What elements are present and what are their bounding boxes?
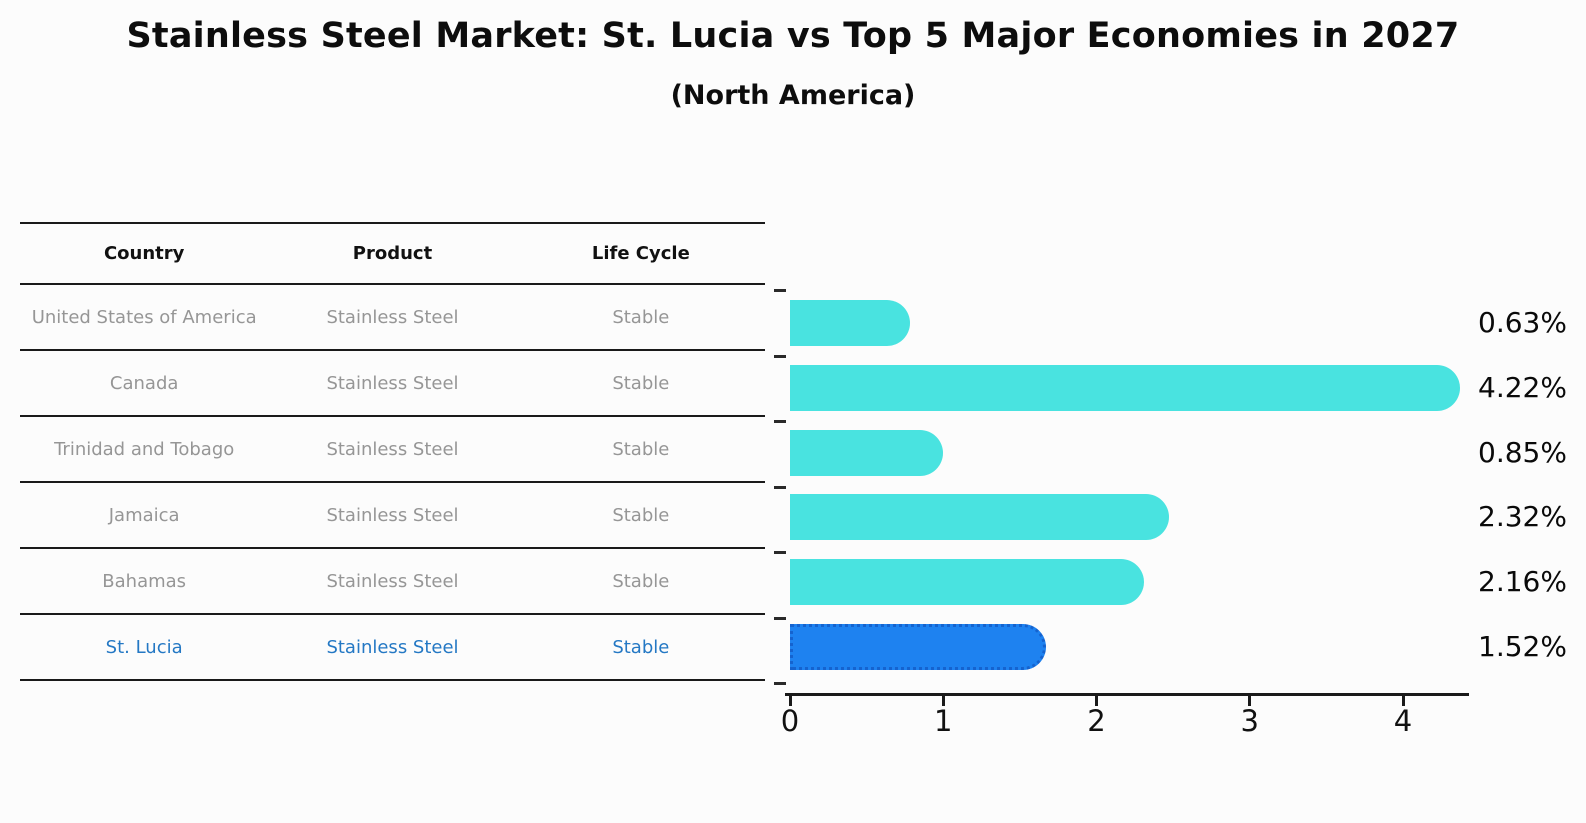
table-cell-product: Stainless Steel: [326, 636, 459, 658]
y-tick-mark: [774, 682, 786, 685]
bar-value-label: 0.85%: [1478, 435, 1567, 469]
x-tick-label: 3: [1240, 704, 1259, 738]
x-tick-mark: [1401, 696, 1405, 706]
table-cell-life-cycle: Stable: [612, 306, 670, 328]
table-row: Trinidad and Tobago Stainless Steel Stable: [20, 417, 765, 483]
table-cell-life-cycle: Stable: [612, 504, 670, 526]
table-header-row: Country Product Life Cycle: [20, 222, 765, 285]
bar: [790, 300, 910, 346]
y-tick-mark: [774, 289, 786, 292]
table-header-life-cycle: Life Cycle: [591, 243, 690, 264]
bar: [790, 429, 944, 476]
table-cell-product: Stainless Steel: [326, 372, 459, 394]
bar: [790, 559, 1145, 606]
table-cell-product: Stainless Steel: [326, 504, 459, 526]
bar-value-label: 0.63%: [1478, 306, 1567, 339]
table-row: Canada Stainless Steel Stable: [20, 351, 765, 417]
table-row: Bahamas Stainless Steel Stable: [20, 549, 765, 615]
x-tick-label: 4: [1393, 704, 1413, 738]
table-cell-country: Jamaica: [108, 504, 180, 526]
x-tick-label: 0: [780, 704, 800, 738]
x-tick-mark: [1095, 696, 1098, 706]
table-header-country: Country: [103, 243, 185, 264]
table-cell-country: Canada: [109, 372, 179, 394]
table-cell-life-cycle: Stable: [612, 570, 670, 592]
bar: [790, 364, 1460, 411]
x-tick-mark: [1248, 696, 1252, 706]
y-tick-mark: [774, 551, 786, 554]
table-body: United States of America Stainless Steel S…: [20, 285, 765, 681]
table-row: United States of America Stainless Steel S…: [20, 285, 765, 351]
country-table: Country Product Life Cycle United States…: [20, 222, 765, 681]
table-cell-product: Stainless Steel: [326, 570, 459, 592]
table-row: St. Lucia Stainless Steel Stable: [20, 615, 765, 681]
bar-highlight: [790, 624, 1046, 670]
table-cell-product: Stainless Steel: [326, 306, 459, 328]
x-tick-label: 2: [1087, 704, 1106, 738]
table-cell-life-cycle: Stable: [612, 438, 670, 460]
bar: [790, 494, 1169, 541]
bar-value-label: 1.52%: [1478, 630, 1567, 663]
table-cell-country: United States of America: [31, 306, 257, 328]
chart-title: Stainless Steel Market: St. Lucia vs Top…: [126, 16, 1460, 56]
y-tick-mark: [774, 616, 786, 620]
y-tick-mark: [774, 354, 786, 358]
table-cell-life-cycle: Stable: [612, 372, 670, 394]
x-tick-mark: [941, 696, 945, 706]
table-cell-country: Bahamas: [102, 570, 187, 592]
table-cell-product: Stainless Steel: [326, 438, 459, 460]
y-tick-mark: [774, 420, 786, 423]
bar-value-label: 4.22%: [1478, 370, 1567, 404]
x-tick-mark: [788, 696, 792, 706]
bar-value-label: 2.16%: [1478, 565, 1567, 599]
y-tick-mark: [774, 485, 786, 489]
table-cell-country: Trinidad and Tobago: [54, 438, 235, 460]
table-header-product: Product: [352, 243, 433, 264]
chart-subtitle: (North America): [670, 80, 916, 111]
table-cell-life-cycle: Stable: [612, 636, 670, 658]
x-tick-label: 1: [934, 704, 953, 738]
x-axis-line: [785, 693, 1469, 696]
table-cell-country: St. Lucia: [105, 636, 183, 658]
table-row: Jamaica Stainless Steel Stable: [20, 483, 765, 549]
bar-value-label: 2.32%: [1478, 500, 1567, 534]
